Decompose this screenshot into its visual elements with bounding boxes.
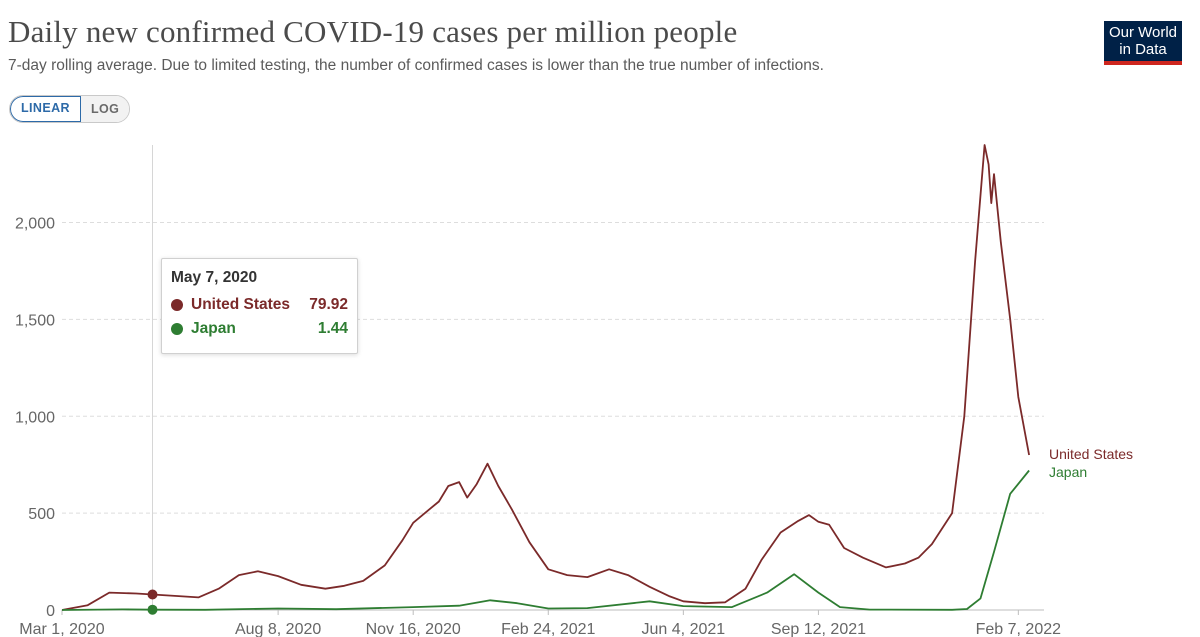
series-line-japan: [61, 469, 1030, 611]
tooltip-dot-united-states: [171, 299, 183, 311]
hover-tooltip: May 7, 2020 United States 79.92 Japan 1.…: [161, 258, 358, 354]
tooltip-date: May 7, 2020: [171, 269, 258, 286]
y-tick-label: 1,500: [15, 312, 55, 329]
y-tick-label: 2,000: [15, 216, 55, 233]
x-tick-label: Mar 1, 2020: [19, 621, 104, 637]
owid-logo[interactable]: Our World in Data: [1104, 21, 1182, 65]
linear-scale-button[interactable]: LINEAR: [10, 96, 81, 122]
logo-line-1: Our World: [1108, 24, 1178, 41]
x-tick-label: Feb 24, 2021: [501, 621, 595, 637]
series-label-japan: Japan: [1049, 464, 1087, 480]
tooltip-value-japan: 1.44: [317, 320, 348, 337]
x-tick-label: Nov 16, 2020: [366, 621, 461, 637]
x-tick-label: Jun 4, 2021: [642, 621, 726, 637]
x-tick-label: Feb 7, 2022: [976, 621, 1062, 637]
tooltip-name-united-states: United States: [191, 296, 291, 313]
series-label-united-states: United States: [1049, 446, 1133, 462]
hover-marker-united-states: [147, 589, 158, 600]
log-scale-button[interactable]: LOG: [80, 96, 130, 122]
logo-line-2: in Data: [1119, 41, 1167, 58]
tooltip-value-united-states: 79.92: [309, 296, 348, 313]
tooltip-row-japan: Japan 1.44: [171, 320, 348, 338]
x-tick-label: Aug 8, 2020: [235, 621, 321, 637]
tooltip-name-japan: Japan: [191, 320, 236, 337]
y-tick-label: 500: [28, 506, 55, 523]
tooltip-dot-japan: [171, 323, 183, 335]
chart-title: Daily new confirmed COVID-19 cases per m…: [8, 14, 738, 49]
y-tick-label: 0: [46, 603, 55, 620]
chart-subtitle: 7-day rolling average. Due to limited te…: [8, 57, 824, 74]
scale-toggle[interactable]: LINEAR LOG: [9, 95, 131, 123]
y-tick-label: 1,000: [15, 409, 55, 426]
series-line-united-states: [61, 144, 1030, 611]
tooltip-row-united-states: United States 79.92: [171, 296, 348, 314]
x-tick-label: Sep 12, 2021: [771, 621, 866, 637]
hover-marker-japan: [147, 604, 158, 615]
